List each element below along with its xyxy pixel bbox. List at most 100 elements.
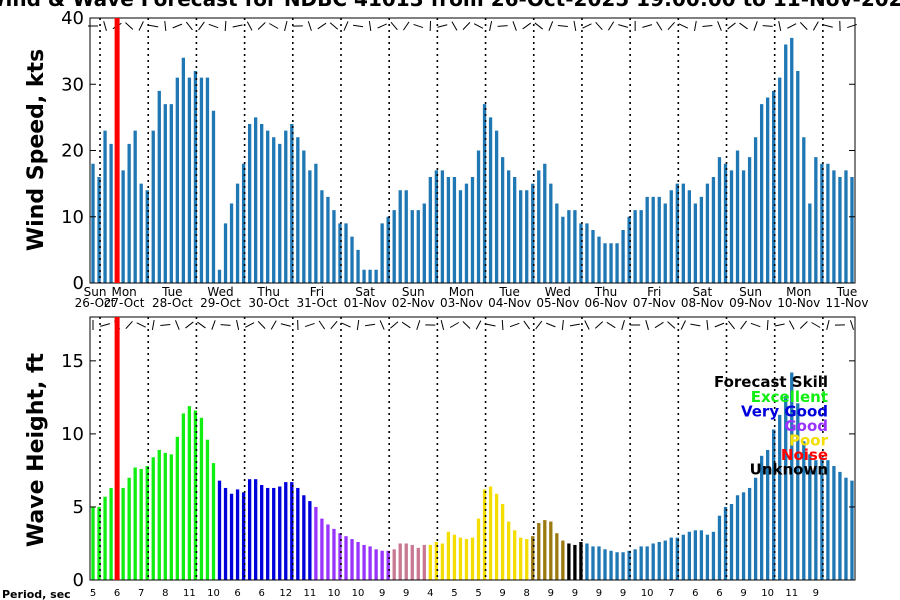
wave-bar [657,542,661,580]
period-tick-label: 6 [692,588,698,599]
wave-bar [735,495,740,580]
wind-bar [645,196,649,284]
wind-bar [500,157,505,284]
wind-bar [561,216,565,283]
period-tick-label: 9 [620,588,626,599]
direction-arrow [690,323,701,327]
wave-bar [302,495,306,580]
direction-arrow [451,21,458,31]
y-tick-label: 10 [61,207,84,228]
wave-bar [699,530,704,580]
wind-bar [826,163,830,283]
wave-bar [416,547,420,580]
day-date-label: 03-Nov [440,296,483,310]
direction-arrow [535,320,543,330]
wave-bar [217,480,222,580]
y-tick-label: 10 [61,424,84,445]
direction-arrow [473,23,484,29]
day-name-label: Wed [207,285,233,299]
wave-bar [476,518,481,580]
direction-arrow [573,20,577,32]
wave-bar [241,492,246,580]
wind-bar [525,190,529,283]
wave-bar [296,487,300,580]
direction-arrow [811,322,821,328]
direction-arrow [799,22,808,30]
direction-arrow [702,24,713,28]
day-name-label: Fri [310,285,324,299]
wave-bar [404,543,408,580]
direction-arrow [512,21,517,31]
direction-arrow [485,323,496,327]
wind-bar [585,223,589,284]
period-tick-label: 8 [524,588,530,599]
wind-bar [205,77,210,284]
direction-arrow [148,24,159,28]
day-name-label: Thu [594,285,618,299]
direction-arrow [341,322,351,328]
wind-bar [440,170,445,284]
wave-bar [627,550,631,580]
direction-arrow [246,21,253,31]
direction-arrow [847,23,857,29]
wind-bar [247,124,252,283]
legend-entry: Excellent [751,388,828,406]
wind-bar [139,183,143,284]
wave-bar [494,493,499,580]
wind-bar [609,243,613,283]
wind-bar [796,71,800,283]
wind-bar [699,196,704,284]
wave-bar [573,544,577,580]
wind-bar [549,183,553,284]
period-tick-label: 9 [572,588,578,599]
wind-bar [802,137,806,283]
direction-arrow [667,321,676,329]
direction-arrow [356,319,360,331]
direction-arrow [353,24,364,28]
period-tick-label: 5 [90,588,96,599]
direction-arrow [607,21,615,31]
wave-bar [639,546,643,580]
wind-bar [543,163,547,283]
wave-bar [410,544,414,580]
wave-bar [175,436,179,580]
direction-arrow [232,24,243,28]
wave-bar [729,504,734,580]
wind-bar [151,130,155,284]
wave-bar [127,477,131,580]
wind-bar [103,130,107,284]
period-tick-label: 9 [403,588,409,599]
wind-bar [380,223,384,284]
wave-bar [621,552,625,580]
wind-bar [332,210,336,284]
period-tick-label: 7 [138,588,144,599]
wind-bar [747,157,752,284]
wind-bar [169,104,173,284]
wave-bar [784,395,788,580]
direction-arrow [125,320,133,330]
wave-bar [368,546,372,580]
wave-bar [205,439,210,580]
period-tick-label: 9 [499,588,505,599]
wave-bar [260,485,264,580]
wind-bar [91,163,95,283]
now-marker [114,18,120,283]
direction-arrow [557,24,568,28]
wave-bar [211,463,216,580]
wave-bar [723,506,728,580]
direction-arrow [390,21,398,31]
period-tick-label: 11 [785,588,798,599]
wind-bar [482,104,487,284]
wind-bar [741,170,746,284]
wind-bar [326,196,330,284]
wave-bar [663,540,667,580]
wind-bar [392,210,396,284]
day-date-label: 08-Nov [681,296,724,310]
day-name-label: Mon [449,285,474,299]
wave-bar [193,410,198,580]
day-name-label: Fri [647,285,661,299]
wave-bar [253,479,258,580]
wind-bar [488,117,493,284]
wave-bar [850,480,854,580]
y-tick-label: 20 [61,141,84,162]
